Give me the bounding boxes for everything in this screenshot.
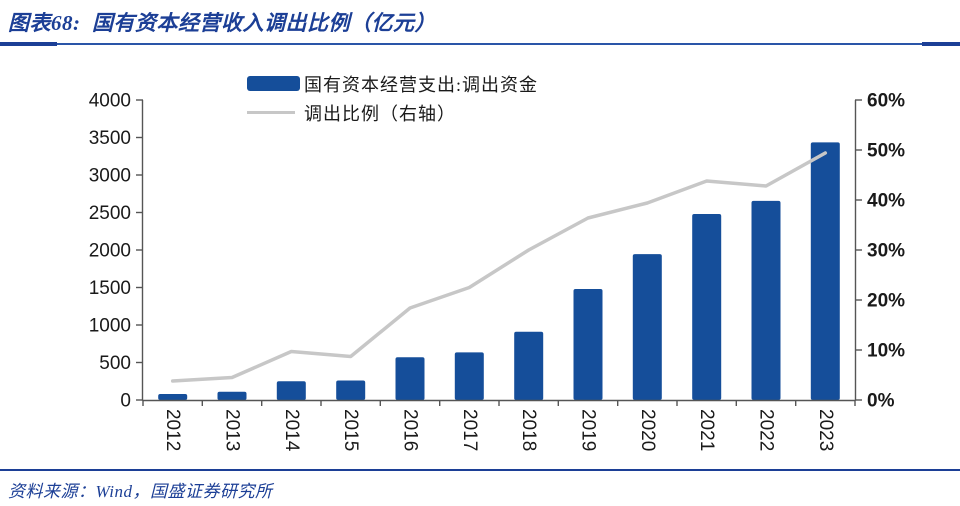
y-right-label: 50% (867, 141, 905, 162)
legend-item-bar-series: 国有资本经营支出:调出资金 (247, 73, 538, 95)
y-right-label: 10% (867, 341, 905, 362)
y-right-label: 20% (867, 291, 905, 312)
bar-2012 (158, 394, 188, 400)
x-label-2019: 2019 (578, 409, 599, 451)
y-left-label: 2500 (89, 203, 131, 224)
bar-series-label: 国有资本经营支出:调出资金 (304, 74, 538, 95)
y-left-label: 500 (99, 353, 131, 374)
bar-series-swatch (247, 76, 300, 91)
bar-2013 (217, 391, 247, 401)
y-right-label: 30% (867, 241, 905, 262)
bar-2020 (632, 254, 662, 400)
bar-2022 (751, 200, 781, 400)
chart-legend: 国有资本经营支出:调出资金 调出比例（右轴） (247, 73, 538, 124)
title-divider-line (57, 43, 922, 45)
footer-divider (0, 469, 960, 471)
y-left-label: 2000 (89, 241, 131, 262)
y-right-label: 60% (867, 91, 905, 112)
title-divider (0, 42, 960, 46)
figure-title: 图表68: 国有资本经营收入调出比例（亿元） (8, 11, 436, 35)
bar-2016 (395, 357, 425, 401)
bar-2015 (336, 380, 366, 400)
title-divider-accent-left (0, 42, 57, 46)
bar-2023 (810, 142, 840, 400)
x-label-2012: 2012 (162, 409, 183, 451)
y-left-label: 3000 (89, 166, 131, 187)
x-label-2020: 2020 (637, 409, 658, 451)
x-label-2016: 2016 (400, 409, 421, 451)
x-label-2017: 2017 (459, 409, 480, 451)
x-label-2014: 2014 (281, 409, 302, 452)
x-label-2015: 2015 (340, 409, 361, 451)
line-series-label: 调出比例（右轴） (304, 103, 456, 124)
ratio-line (170, 151, 828, 383)
bar-2018 (514, 331, 544, 401)
y-left-label: 3500 (89, 128, 131, 149)
title-divider-accent-right (922, 42, 960, 46)
source-note: 资料来源：Wind，国盛证券研究所 (8, 482, 273, 501)
y-right-label: 40% (867, 191, 905, 212)
legend-item-line-series: 调出比例（右轴） (247, 102, 538, 124)
y-right-label: 0% (867, 391, 895, 412)
y-left-label: 1500 (89, 278, 131, 299)
line-series-swatch (247, 111, 295, 114)
y-left-label: 1000 (89, 316, 131, 337)
bar-2021 (692, 214, 722, 400)
x-label-2022: 2022 (756, 409, 777, 451)
bar-2014 (276, 381, 306, 401)
x-label-2021: 2021 (696, 409, 717, 451)
y-left-label: 0 (120, 391, 131, 412)
bar-2019 (573, 289, 603, 400)
bar-2017 (454, 352, 484, 400)
x-label-2013: 2013 (222, 409, 243, 451)
x-label-2018: 2018 (518, 409, 539, 451)
y-left-label: 4000 (89, 91, 131, 112)
x-label-2023: 2023 (815, 409, 836, 451)
